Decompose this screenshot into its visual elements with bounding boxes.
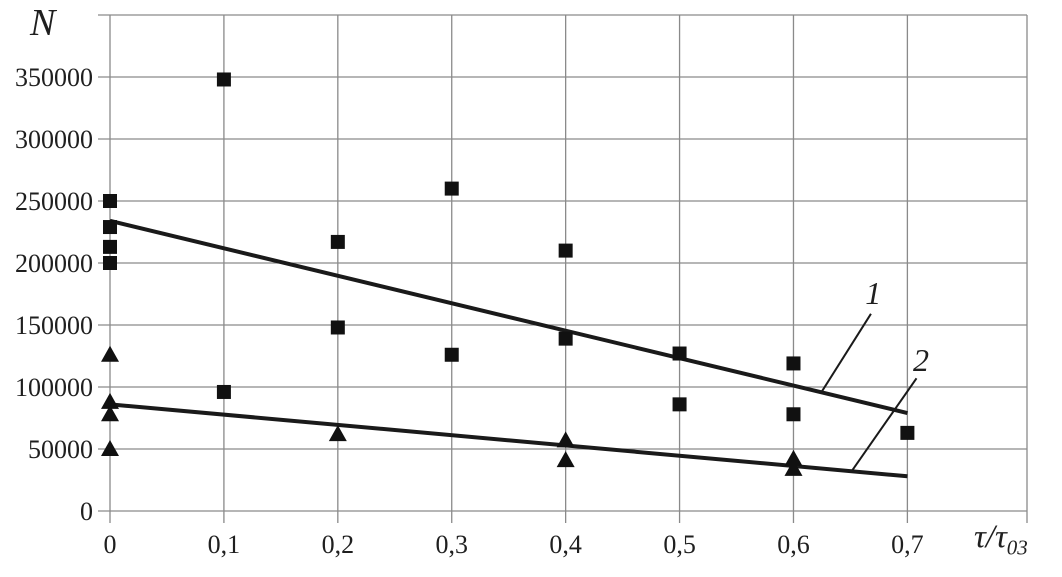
- y-tick-label: 150000: [15, 311, 93, 340]
- series-1-marker-square: [786, 407, 801, 422]
- y-tick-label: 0: [80, 497, 93, 526]
- series-1-marker-square: [786, 356, 801, 371]
- series-1-marker-square: [444, 181, 459, 196]
- trendline-2-leader: [850, 377, 918, 472]
- series-2-marker-triangle: [556, 451, 575, 468]
- series-1-marker-square: [900, 425, 915, 440]
- y-tick-label: 300000: [15, 125, 93, 154]
- y-tick-label: 250000: [15, 187, 93, 216]
- series-1-marker-square: [672, 346, 687, 361]
- x-axis-title-base: τ/τ: [974, 519, 1007, 555]
- series-1-marker-square: [103, 220, 117, 235]
- trendline-1: [109, 218, 908, 415]
- x-tick-label: 0: [104, 530, 117, 559]
- series-1-marker-square: [103, 256, 117, 270]
- x-axis-title: τ/τ03: [974, 519, 1028, 558]
- y-axis-title: N: [30, 2, 56, 44]
- series-1-marker-square: [444, 347, 459, 362]
- series-1-marker-square: [558, 243, 573, 258]
- x-tick-label: 0,7: [891, 530, 924, 559]
- series-2-marker-triangle: [556, 431, 575, 448]
- series-2-marker-triangle: [101, 440, 119, 456]
- y-tick-label: 100000: [15, 373, 93, 402]
- y-tick-label: 50000: [28, 435, 93, 464]
- series-1-marker-square: [103, 194, 117, 208]
- series-1-marker-square: [216, 384, 231, 399]
- trendline-1-label: 1: [865, 275, 881, 311]
- trendline-1-leader: [821, 313, 872, 392]
- x-tick-label: 0,5: [663, 530, 696, 559]
- trendline-2: [109, 402, 908, 479]
- x-tick-label: 0,2: [322, 530, 355, 559]
- series-1-marker-square: [330, 320, 345, 335]
- series-2-marker-triangle: [784, 459, 803, 476]
- series-1-marker-square: [330, 234, 345, 249]
- series-2-marker-triangle: [101, 345, 119, 362]
- y-tick-label: 200000: [15, 249, 93, 278]
- x-tick-label: 0,1: [208, 530, 241, 559]
- series-1-marker-square: [558, 331, 573, 346]
- x-tick-label: 0,3: [435, 530, 468, 559]
- series-2-marker-triangle: [101, 392, 119, 409]
- series-1-marker-square: [216, 72, 231, 87]
- series-2-marker-triangle: [101, 405, 119, 422]
- x-axis-title-subscript: 03: [1006, 535, 1028, 560]
- trendline-2-label: 2: [913, 342, 929, 378]
- x-tick-label: 0,6: [777, 530, 810, 559]
- series-1-marker-square: [103, 239, 117, 254]
- y-tick-label: 350000: [15, 63, 93, 92]
- x-tick-label: 0,4: [549, 530, 582, 559]
- series-1-marker-square: [672, 397, 687, 412]
- series-2-marker-triangle: [784, 449, 803, 466]
- series-2-marker-triangle: [328, 425, 347, 442]
